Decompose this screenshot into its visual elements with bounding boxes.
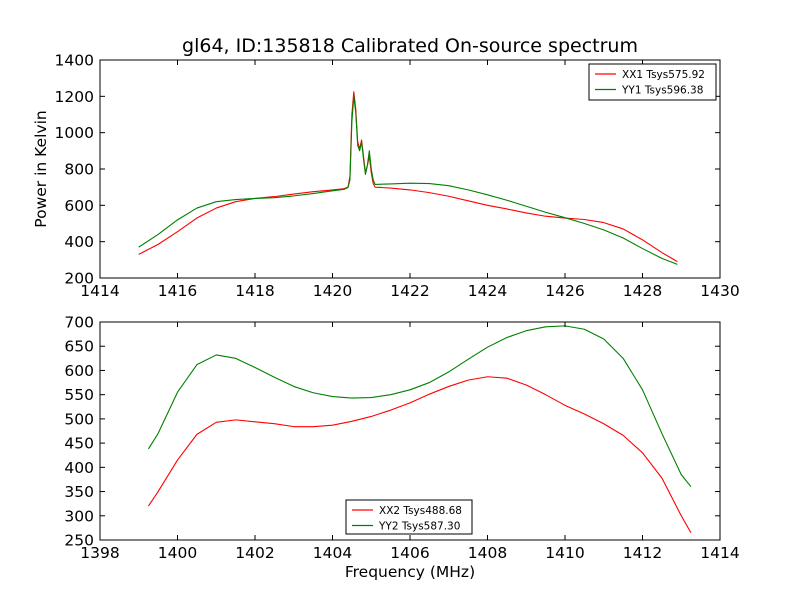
x-tick-label: 1418 xyxy=(235,282,274,300)
y-tick-label: 350 xyxy=(64,483,94,501)
y-tick-label: 600 xyxy=(64,197,94,215)
x-tick-label: 1412 xyxy=(623,544,662,562)
legend-box xyxy=(345,499,473,535)
y-tick-label: 650 xyxy=(64,338,94,356)
top-plot-area: 1414 1416 1418 1420 1422 1424 1426 1428 1430 200 4… xyxy=(55,52,740,301)
legend-box xyxy=(588,63,717,101)
x-tick-label: 1406 xyxy=(390,544,429,562)
y-tick-label: 250 xyxy=(64,532,94,550)
x-axis-label: Frequency (MHz) xyxy=(345,563,475,581)
x-tick-label: 1422 xyxy=(390,282,429,300)
x-tick-label: 1428 xyxy=(623,282,662,300)
legend-label: XX2 Tsys488.68 xyxy=(379,505,462,517)
x-tick-label: 1416 xyxy=(158,282,197,300)
x-tick-label: 1410 xyxy=(545,544,584,562)
y-tick-label: 400 xyxy=(64,459,94,477)
series-line-1 xyxy=(147,376,692,534)
x-tick-label: 1430 xyxy=(700,282,739,300)
x-tick-label: 1398 xyxy=(80,544,119,562)
y-tick-label: 1200 xyxy=(55,88,94,106)
y-tick-label: 200 xyxy=(64,270,94,288)
top-chart: gl64, ID:135818 Calibrated On-source spe… xyxy=(32,35,740,300)
bottom-chart: Frequency (MHz) 1398 1400 1402 1404 1406 1408… xyxy=(64,314,739,582)
x-tick-label: 1402 xyxy=(235,544,274,562)
x-tick-label: 1414 xyxy=(80,282,119,300)
legend-label: XX1 Tsys575.92 xyxy=(622,69,705,81)
y-tick-label: 800 xyxy=(64,161,94,179)
chart-title: gl64, ID:135818 Calibrated On-source spe… xyxy=(182,35,638,57)
series-line-2 xyxy=(138,95,678,265)
y-tick-label: 550 xyxy=(64,386,94,404)
legend-label: YY1 Tsys596.38 xyxy=(621,84,703,96)
x-tick-label: 1400 xyxy=(158,544,197,562)
y-tick-label: 400 xyxy=(64,233,94,251)
x-tick-label: 1420 xyxy=(313,282,352,300)
y-tick-label: 1000 xyxy=(55,124,94,142)
legend-label: YY2 Tsys587.30 xyxy=(378,520,460,532)
x-tick-label: 1404 xyxy=(313,544,352,562)
y-axis-label: Power in Kelvin xyxy=(32,110,50,227)
series-line-2 xyxy=(147,325,692,488)
y-tick-label: 450 xyxy=(64,435,94,453)
y-tick-label: 300 xyxy=(64,507,94,525)
y-tick-label: 600 xyxy=(64,362,94,380)
y-tick-label: 1400 xyxy=(55,52,94,70)
y-tick-label: 500 xyxy=(64,410,94,428)
x-tick-label: 1408 xyxy=(468,544,507,562)
legend: XX2 Tsys488.68 YY2 Tsys587.30 xyxy=(345,499,473,535)
y-tick-label: 700 xyxy=(64,314,94,332)
x-tick-label: 1426 xyxy=(545,282,584,300)
legend: XX1 Tsys575.92 YY1 Tsys596.38 xyxy=(588,63,717,101)
x-tick-label: 1424 xyxy=(468,282,507,300)
bottom-plot-area: 1398 1400 1402 1404 1406 1408 1410 1412 1414 250 3… xyxy=(64,314,739,563)
x-tick-label: 1414 xyxy=(700,544,739,562)
